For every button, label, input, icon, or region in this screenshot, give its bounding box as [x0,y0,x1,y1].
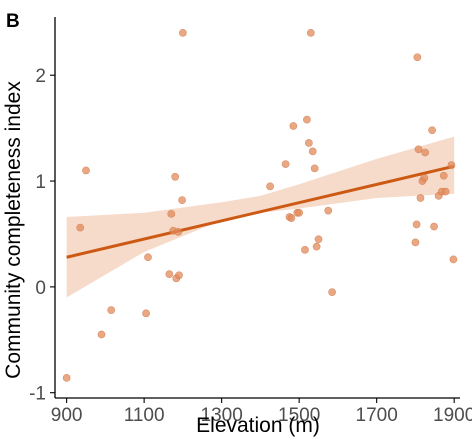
data-point [441,187,450,196]
data-point [266,182,274,191]
x-tick-label: 900 [51,405,83,426]
data-point [82,166,90,175]
data-point [314,235,323,244]
data-point [449,255,458,264]
data-point [167,209,176,218]
data-point [171,172,180,181]
y-tick-label: 1 [35,172,46,193]
data-points-layer [62,28,458,382]
data-point [301,245,309,254]
data-point [287,214,296,222]
data-point [178,196,187,204]
x-tick-label: 1100 [124,405,165,426]
data-point [175,271,183,280]
data-point [447,161,456,170]
regression-line [66,164,455,259]
panel-label: B [6,11,20,32]
y-tick-label: -1 [29,384,46,405]
x-axis-title: Elevation (m) [196,414,320,437]
y-tick-label: 2 [35,66,46,87]
data-point [324,206,333,215]
data-point [420,173,429,182]
data-point [97,330,106,339]
data-point [165,270,174,279]
confidence-band [66,136,455,298]
data-point [142,309,150,318]
data-point [328,288,337,297]
data-point [62,373,71,382]
data-point [312,242,321,251]
data-point [76,223,85,232]
x-tick-label: 1500 [278,405,320,426]
fit-line-layer [66,164,455,259]
data-point [144,253,152,262]
axes-layer: 900 1100 1300 1500 1700 1900 -1 0 1 2 [29,17,472,426]
data-point [107,306,116,315]
x-tick-label: 1700 [356,405,398,426]
data-point [295,208,304,217]
data-point [174,227,183,236]
data-point [303,115,311,124]
data-point [178,28,187,37]
confidence-band-layer [66,136,455,298]
y-tick-label: 0 [35,278,46,299]
data-point [306,28,315,37]
data-point [411,238,420,247]
y-axis-title: Community completeness index [2,81,25,379]
data-point [412,220,421,229]
data-point [304,139,313,147]
data-point [413,53,422,62]
data-point [281,160,290,169]
x-tick-label: 1300 [201,405,243,426]
data-point [428,126,436,135]
data-point [414,145,423,154]
data-point [439,171,448,180]
x-tick-label: 1900 [433,405,472,426]
data-point [289,122,298,130]
data-point [421,148,430,157]
data-point [308,147,317,156]
data-point [430,222,438,231]
data-point [310,164,319,173]
data-point [416,194,425,202]
